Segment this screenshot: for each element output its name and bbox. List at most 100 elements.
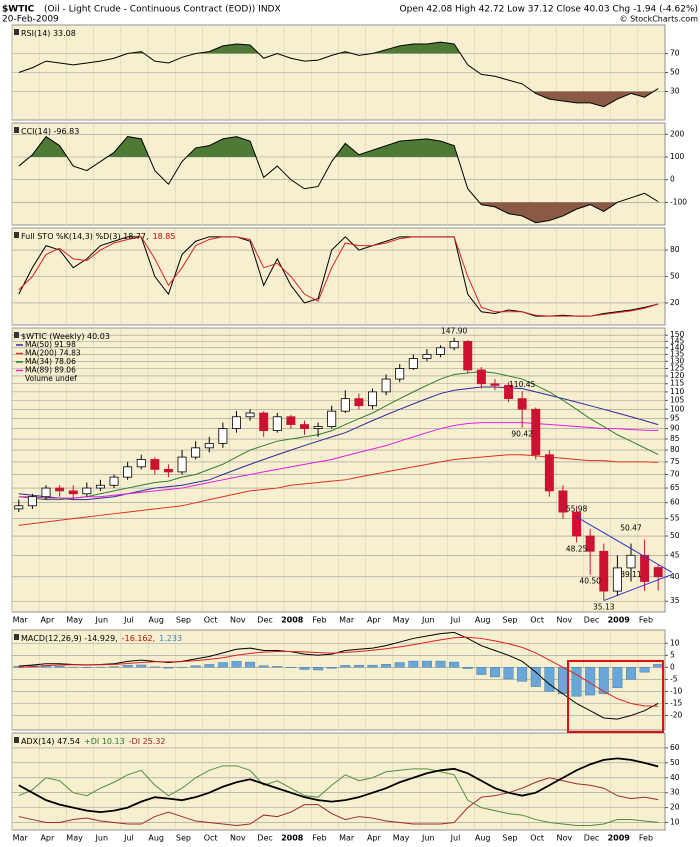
price-annotation: 90.42 <box>511 430 533 439</box>
candle-body <box>599 550 609 592</box>
x-tick-label: Mar <box>339 834 355 843</box>
x-tick-label: Apr <box>367 834 382 843</box>
x-tick-label: Feb <box>312 834 326 843</box>
histogram-bar <box>353 664 364 668</box>
candle-body <box>395 368 405 380</box>
x-tick-label: Feb <box>639 616 653 625</box>
y-tick-label: 200 <box>670 129 685 138</box>
x-tick-label: Feb <box>639 834 653 843</box>
histogram-bar <box>653 664 664 668</box>
candle-body <box>231 416 241 429</box>
x-tick-label: Sep <box>502 834 517 843</box>
histogram-bar <box>299 667 310 670</box>
x-tick-label: Dec <box>584 834 599 843</box>
volume-label: Volume undef <box>25 374 77 383</box>
y-tick-label: 90 <box>670 424 680 433</box>
label-part: +DI 10.13 <box>84 737 125 746</box>
y-tick-label: 135 <box>670 349 685 358</box>
x-tick-label: 2008 <box>281 616 304 625</box>
histogram-bar <box>462 667 473 669</box>
series-line <box>18 636 659 707</box>
candle-body <box>150 459 160 470</box>
panel-label: RSI(14) 33.08 <box>21 29 76 38</box>
histogram-bar <box>421 660 432 668</box>
y-tick-label: 70 <box>670 470 680 479</box>
legend-entry: MA(89) 89.06 <box>25 366 76 375</box>
y-tick-label: 55 <box>670 514 680 523</box>
x-tick-label: Feb <box>312 616 326 625</box>
candle-body <box>204 442 214 449</box>
histogram-bar <box>408 660 419 668</box>
label-icon <box>14 737 19 743</box>
candle-body <box>286 416 296 425</box>
candle-body <box>490 383 500 386</box>
y-tick-label: 5 <box>670 650 675 659</box>
histogram-bar <box>326 667 337 669</box>
candle-body <box>123 466 133 478</box>
date: 20-Feb-2009 <box>2 15 59 25</box>
x-tick-label: Aug <box>148 834 164 843</box>
x-tick-label: Apr <box>367 616 382 625</box>
candle-body <box>558 490 568 513</box>
label-icon <box>14 127 19 133</box>
candle-body <box>504 384 514 400</box>
histogram-bar <box>476 667 487 675</box>
candle-body <box>27 496 37 507</box>
candle-body <box>14 505 24 510</box>
y-tick-label: 50 <box>670 272 680 281</box>
candle-body <box>136 459 146 468</box>
x-tick-label: Oct <box>530 616 544 625</box>
x-tick-label: Nov <box>230 834 246 843</box>
y-tick-label: 20 <box>670 298 680 307</box>
y-tick-label: 30 <box>670 788 680 797</box>
candle-body <box>381 378 391 393</box>
legend-entry: MA(50) 91.98 <box>25 340 76 349</box>
candle-body <box>55 487 65 492</box>
y-tick-label: 95 <box>670 414 680 423</box>
candle-body <box>368 391 377 407</box>
histogram-bar <box>558 667 568 695</box>
histogram-bar <box>245 661 256 668</box>
legend-entry: MA(34) 78.06 <box>25 357 76 366</box>
price-annotation: 50.47 <box>620 523 642 532</box>
x-tick-label: Jul <box>450 616 461 625</box>
label-part: ADX(14) 47.54 <box>21 737 80 746</box>
histogram-bar <box>367 664 378 668</box>
histogram-bar <box>394 662 405 668</box>
x-tick-label: Mar <box>339 616 355 625</box>
histogram-bar <box>136 664 147 668</box>
x-tick-label: Jun <box>421 834 435 843</box>
label-part: $WTIC (Weekly) 40.03 <box>21 332 110 341</box>
x-tick-label: Dec <box>257 616 272 625</box>
panel-label: $WTIC (Weekly) 40.03 <box>21 332 110 341</box>
y-tick-label: 0 <box>670 662 675 671</box>
y-tick-label: 80 <box>670 245 680 254</box>
candle-body <box>436 347 446 355</box>
price-annotation: 39.11 <box>620 570 642 579</box>
x-tick-label: May <box>393 616 410 625</box>
label-icon <box>14 634 19 640</box>
x-tick-label: Dec <box>257 834 272 843</box>
x-tick-label: Oct <box>530 834 544 843</box>
histogram-bar <box>639 667 650 673</box>
panel-label: ADX(14) 47.54 +DI 10.13 -DI 25.32 <box>21 737 166 746</box>
label-part: -DI 25.32 <box>129 737 166 746</box>
y-tick-label: 65 <box>670 483 680 492</box>
histogram-bar <box>435 660 446 668</box>
histogram-bar <box>530 667 541 687</box>
histogram-bar <box>217 662 228 668</box>
candle-body <box>531 408 541 456</box>
x-tick-label: Jun <box>95 616 109 625</box>
histogram-bar <box>517 667 528 682</box>
x-tick-label: Apr <box>40 834 55 843</box>
candle-body <box>177 456 187 473</box>
x-tick-label: Aug <box>475 834 491 843</box>
candle-body <box>191 447 201 458</box>
trendline <box>576 516 673 573</box>
x-tick-label: Nov <box>557 616 573 625</box>
x-tick-label: Dec <box>584 616 599 625</box>
x-tick-label: Mar <box>13 834 29 843</box>
label-part: 18.85 <box>153 232 176 241</box>
price-annotation: 35.13 <box>593 603 615 612</box>
histogram-bar <box>54 665 65 668</box>
